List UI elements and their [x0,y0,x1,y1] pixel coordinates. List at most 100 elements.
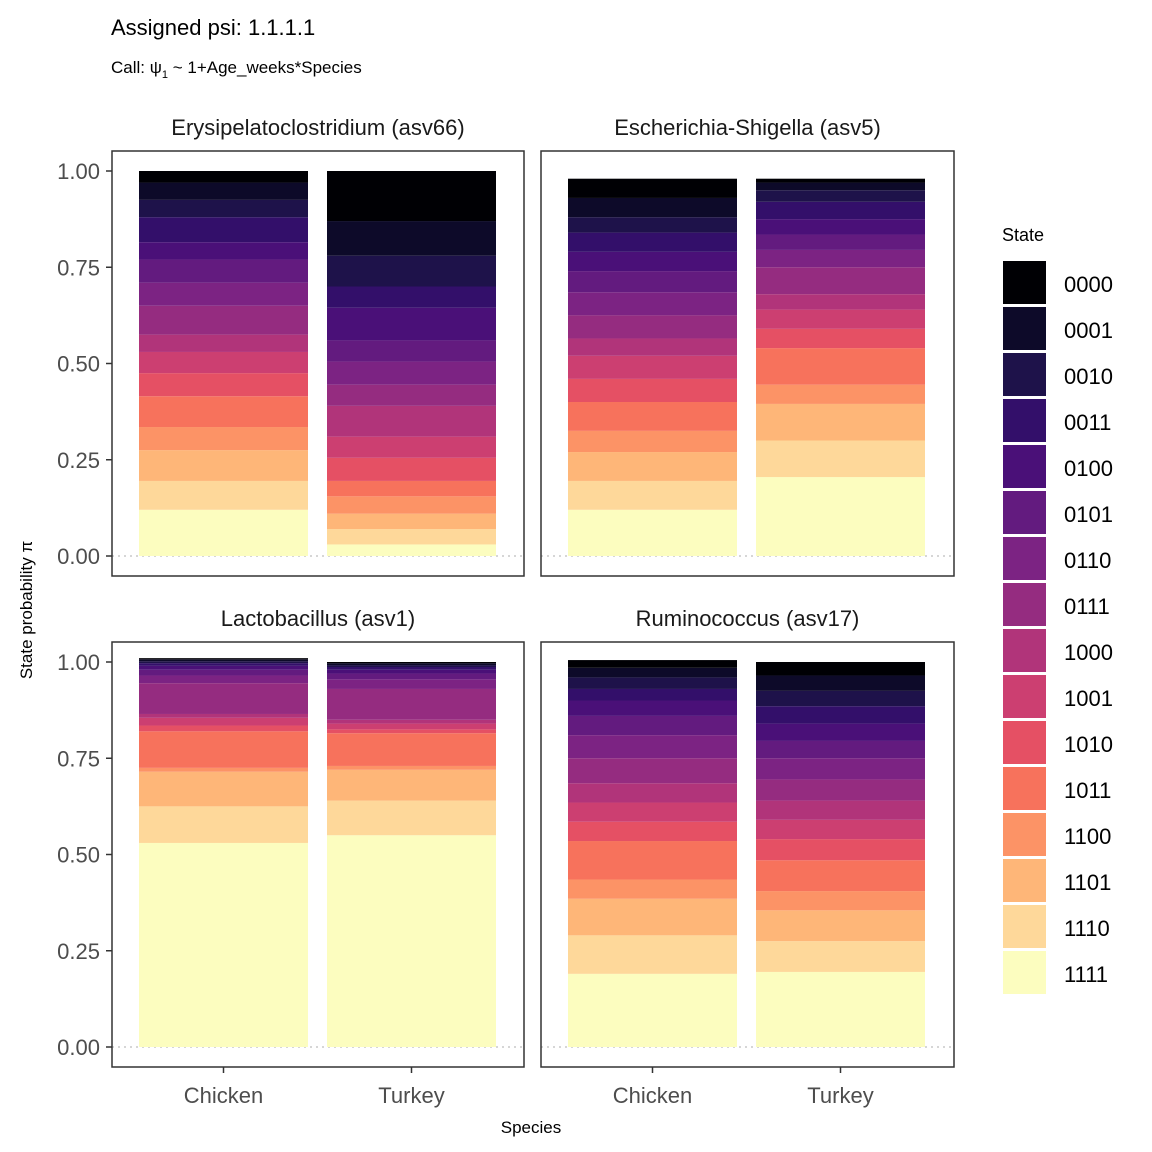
bar-segment-0000 [327,171,496,222]
bar-segment-1001 [568,802,737,822]
legend-label: 0010 [1064,364,1113,389]
bar-segment-1101 [139,771,308,807]
legend-swatch [1003,905,1046,948]
bar-segment-0100 [568,700,737,716]
y-tick-label: 0.50 [57,843,100,868]
legend-label: 0100 [1064,456,1113,481]
bar-segment-1010 [327,729,496,734]
bar-segment-1110 [568,480,737,510]
bar-segment-0100 [139,665,308,670]
stacked-bar [327,171,496,556]
bar-segment-1000 [568,783,737,803]
bar-segment-1010 [756,328,925,349]
bar-segment-1110 [139,480,308,510]
bar-segment-1001 [139,717,308,726]
bar-segment-1111 [756,477,925,556]
bar-segment-1001 [327,436,496,458]
legend-label: 0111 [1064,594,1110,619]
legend-label: 1000 [1064,640,1113,665]
legend-label: 0101 [1064,502,1113,527]
legend-swatch [1003,675,1046,718]
x-tick-label: Chicken [184,1083,263,1108]
legend-swatch [1003,951,1046,994]
y-tick-label: 0.25 [57,448,100,473]
bar-segment-1111 [568,509,737,556]
bar-segment-1011 [327,480,496,497]
bar-segment-0001 [139,659,308,662]
bar-segment-0101 [139,259,308,283]
legend-label: 1001 [1064,686,1113,711]
stacked-bar [756,178,925,556]
legend-item: 1010 [1003,721,1113,764]
bar-segment-0101 [756,740,925,759]
legend-item: 1111 [1003,951,1108,994]
bar-segment-1101 [327,513,496,530]
bar-segment-0011 [327,667,496,670]
bar-segment-0000 [139,171,308,183]
bar-segment-1011 [756,348,925,385]
facet-panel: Ruminococcus (asv17) Chicken Turkey [540,597,955,1108]
bar-segment-1110 [139,806,308,843]
bar-segment-1000 [568,338,737,356]
stacked-bar [327,662,496,1047]
bar-segment-1011 [139,396,308,428]
legend-item: 1011 [1003,767,1111,810]
bar-segment-0101 [756,234,925,250]
stacked-bar [139,658,308,1047]
bar-segment-0101 [327,673,496,680]
bar-segment-0100 [327,669,496,674]
stacked-bar [139,171,308,556]
bar-segment-1111 [568,973,737,1047]
legend-swatch [1003,583,1046,626]
subtitle-prefix: Call: [111,58,150,77]
facet-panel: Escherichia-Shigella (asv5) [540,106,955,577]
bar-segment-0000 [756,662,925,676]
bar-segment-0001 [568,197,737,218]
bar-segment-1000 [756,800,925,820]
bar-segment-1000 [139,334,308,352]
legend-item: 1101 [1003,859,1111,902]
bar-segment-0111 [756,779,925,801]
legend-label: 1100 [1064,824,1111,849]
bar-segment-1011 [327,733,496,766]
bar-segment-0110 [568,292,737,316]
bar-segment-0011 [327,286,496,308]
bar-segment-0010 [327,255,496,287]
legend: State 0000 0001 0010 0011 0100 0101 0110 0111 10… [1002,225,1113,994]
bar-segment-1100 [327,496,496,514]
bar-segment-1001 [327,723,496,730]
bar-segment-1101 [756,910,925,942]
bar-segment-1011 [139,731,308,768]
bar-segment-0100 [327,307,496,341]
bar-segment-1101 [568,898,737,936]
facet-panel: Erysipelatoclostridium (asv66) 0.00 0.25 0.… [57,106,525,577]
subtitle-psi: ψ [150,58,162,77]
bar-segment-0011 [139,217,308,243]
x-axis-label: Species [501,1118,561,1137]
legend-item: 1110 [1003,905,1110,948]
bar-segment-1010 [756,839,925,861]
bar-segment-0100 [139,242,308,260]
y-tick-label: 0.75 [57,746,100,771]
legend-swatch [1003,353,1046,396]
bar-segment-1101 [568,452,737,481]
bar-segment-1110 [568,935,737,974]
bar-segment-0100 [756,723,925,741]
bar-segment-0101 [139,669,308,676]
bar-segment-1100 [756,891,925,911]
bar-segment-0000 [139,658,308,660]
facet-label: Erysipelatoclostridium (asv66) [171,115,464,140]
legend-item: 0000 [1003,261,1113,304]
facet-panels: Erysipelatoclostridium (asv66) 0.00 0.25 0.… [57,106,955,1108]
bar-segment-1110 [756,440,925,478]
legend-label: 1010 [1064,732,1113,757]
legend-swatch [1003,813,1046,856]
bar-segment-1111 [756,971,925,1047]
bar-segment-0101 [568,271,737,293]
x-tick-label: Turkey [378,1083,444,1108]
x-tick-label: Turkey [807,1083,873,1108]
bar-segment-1011 [568,841,737,880]
bar-segment-1101 [756,403,925,441]
legend-swatch [1003,307,1046,350]
